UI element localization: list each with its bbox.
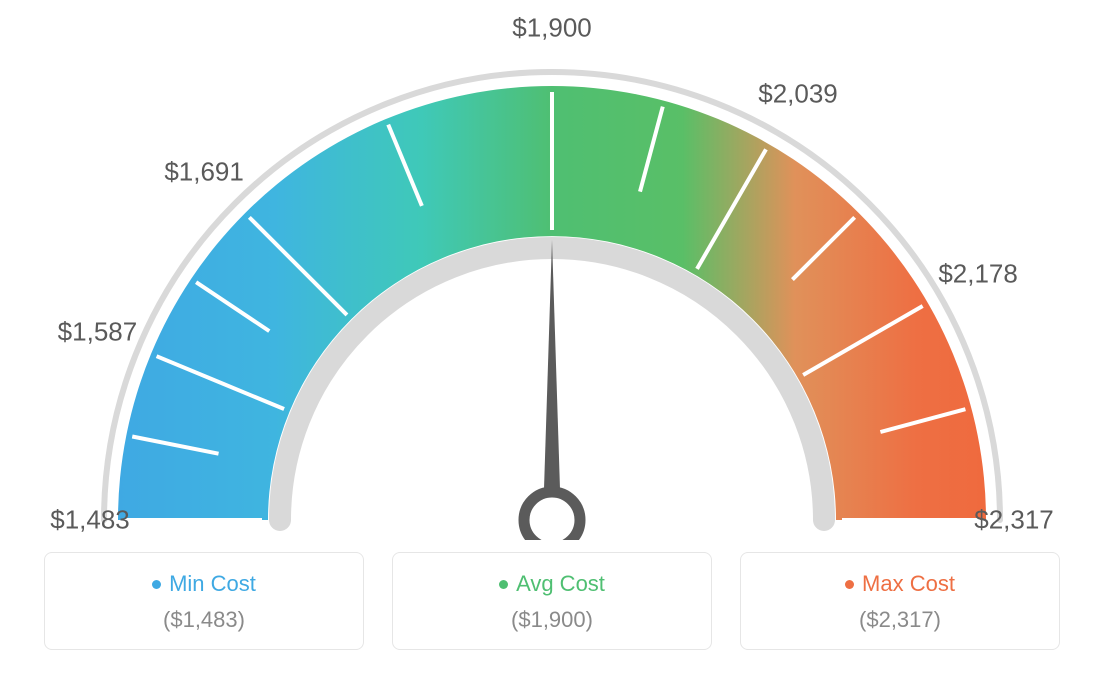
legend-label-max: Max Cost (862, 571, 955, 597)
tick-label: $1,900 (512, 13, 592, 44)
gauge-needle (543, 240, 561, 520)
gauge-svg (20, 20, 1084, 540)
legend-dot-avg (499, 580, 508, 589)
legend-row: Min Cost ($1,483) Avg Cost ($1,900) Max … (20, 552, 1084, 650)
legend-box-max: Max Cost ($2,317) (740, 552, 1060, 650)
tick-label: $2,039 (758, 78, 838, 109)
legend-dot-min (152, 580, 161, 589)
legend-title-min: Min Cost (152, 571, 256, 597)
tick-label: $1,483 (50, 505, 130, 536)
legend-dot-max (845, 580, 854, 589)
gauge-chart: $1,483$1,587$1,691$1,900$2,039$2,178$2,3… (20, 20, 1084, 540)
legend-label-avg: Avg Cost (516, 571, 605, 597)
legend-box-avg: Avg Cost ($1,900) (392, 552, 712, 650)
legend-value-max: ($2,317) (761, 607, 1039, 633)
legend-title-avg: Avg Cost (499, 571, 605, 597)
legend-label-min: Min Cost (169, 571, 256, 597)
legend-box-min: Min Cost ($1,483) (44, 552, 364, 650)
legend-title-max: Max Cost (845, 571, 955, 597)
needle-hub (524, 492, 580, 540)
legend-value-min: ($1,483) (65, 607, 343, 633)
tick-label: $2,317 (974, 505, 1054, 536)
tick-label: $2,178 (938, 259, 1018, 290)
tick-label: $1,691 (164, 157, 244, 188)
legend-value-avg: ($1,900) (413, 607, 691, 633)
tick-label: $1,587 (58, 316, 138, 347)
